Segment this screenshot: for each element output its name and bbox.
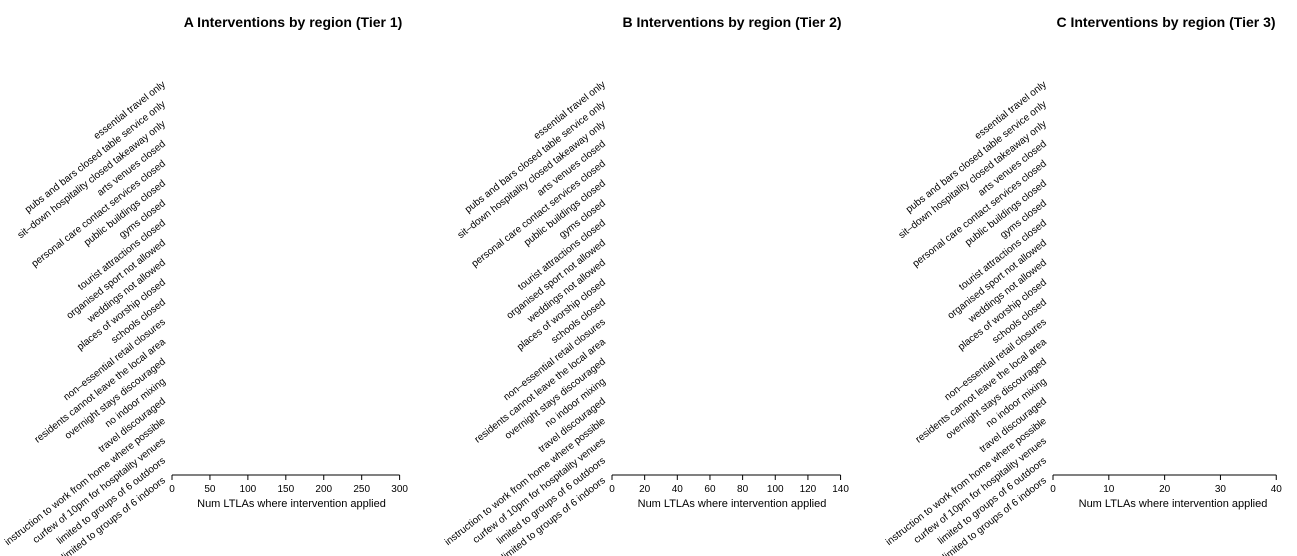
panel-title: B Interventions by region (Tier 2) (622, 14, 841, 30)
x-tick-label: 100 (240, 484, 257, 495)
x-tick-label: 0 (1050, 484, 1056, 495)
x-tick-label: 80 (737, 484, 749, 495)
x-tick-label: 150 (277, 484, 294, 495)
x-tick-label: 0 (169, 484, 175, 495)
x-axis-title: Num LTLAs where intervention applied (638, 498, 827, 510)
x-tick-label: 60 (704, 484, 716, 495)
category-label: limited to groups of 6 outdoors (936, 455, 1049, 546)
x-axis-title: Num LTLAs where intervention applied (197, 498, 386, 510)
x-tick-label: 120 (800, 484, 817, 495)
x-tick-label: 100 (767, 484, 784, 495)
x-tick-label: 140 (832, 484, 849, 495)
panel-c: C Interventions by region (Tier 3)essent… (884, 14, 1282, 556)
x-tick-label: 40 (672, 484, 684, 495)
x-tick-label: 10 (1103, 484, 1115, 495)
x-tick-label: 50 (204, 484, 216, 495)
x-tick-label: 40 (1271, 484, 1283, 495)
x-tick-label: 20 (639, 484, 651, 495)
panel-a: A Interventions by region (Tier 1)essent… (3, 14, 408, 556)
x-tick-label: 0 (609, 484, 615, 495)
panel-b: B Interventions by region (Tier 2)essent… (443, 14, 849, 556)
x-tick-label: 300 (391, 484, 408, 495)
x-tick-label: 250 (353, 484, 370, 495)
panel-title: C Interventions by region (Tier 3) (1056, 14, 1275, 30)
x-tick-label: 200 (315, 484, 332, 495)
panel-title: A Interventions by region (Tier 1) (184, 14, 403, 30)
x-tick-label: 20 (1159, 484, 1171, 495)
category-label: limited to groups of 6 outdoors (495, 455, 608, 546)
x-axis-title: Num LTLAs where intervention applied (1079, 498, 1268, 510)
category-label: limited to groups of 6 outdoors (55, 455, 168, 546)
x-tick-label: 30 (1215, 484, 1227, 495)
